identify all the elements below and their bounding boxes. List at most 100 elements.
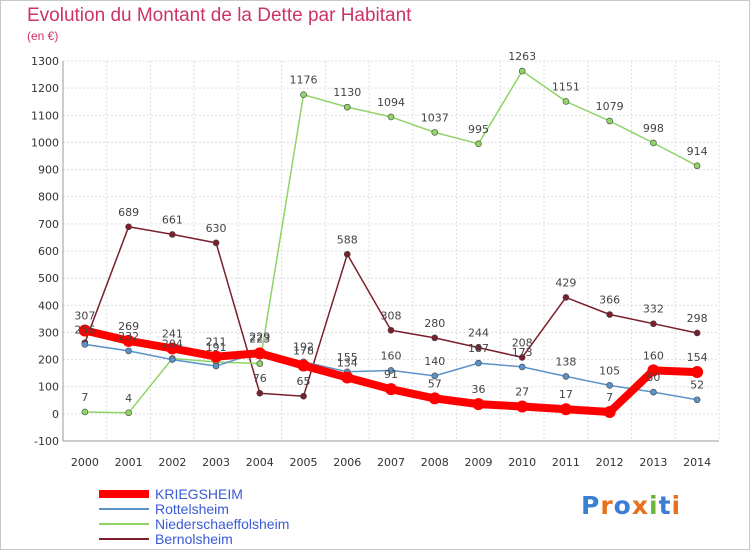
data-label: 192 bbox=[293, 341, 314, 354]
data-point bbox=[169, 356, 176, 363]
data-point bbox=[253, 347, 266, 360]
data-point bbox=[387, 113, 395, 121]
data-label: 17 bbox=[559, 388, 573, 401]
data-label: 366 bbox=[599, 294, 620, 307]
data-point bbox=[122, 334, 135, 347]
data-label: 307 bbox=[74, 310, 95, 323]
legend-swatch-rottelsheim bbox=[99, 508, 149, 510]
data-label: 7 bbox=[81, 391, 88, 404]
data-point bbox=[125, 223, 132, 231]
data-label: 1079 bbox=[596, 100, 624, 113]
x-tick-label: 2003 bbox=[202, 456, 230, 469]
data-point bbox=[518, 354, 526, 361]
data-label: 155 bbox=[337, 351, 358, 364]
data-point bbox=[472, 398, 485, 411]
data-label: 105 bbox=[599, 364, 620, 377]
data-label: 244 bbox=[468, 327, 489, 340]
x-tick-label: 2009 bbox=[464, 456, 492, 469]
data-point bbox=[603, 405, 616, 418]
y-tick-label: 400 bbox=[38, 299, 59, 312]
data-label: 208 bbox=[512, 336, 533, 349]
data-label: 914 bbox=[687, 145, 708, 158]
data-point bbox=[431, 334, 439, 342]
data-label: 241 bbox=[162, 327, 183, 340]
x-tick-label: 2008 bbox=[421, 456, 449, 469]
data-point bbox=[693, 396, 701, 404]
data-label: 57 bbox=[428, 377, 442, 390]
data-point bbox=[562, 294, 570, 301]
legend-label-niederschaeffolsheim: Niederschaeffolsheim bbox=[155, 516, 290, 532]
data-label: 298 bbox=[687, 312, 708, 325]
data-label: 256 bbox=[74, 323, 95, 336]
data-label: 269 bbox=[118, 320, 139, 333]
data-label: 1176 bbox=[290, 74, 318, 87]
data-point bbox=[475, 344, 482, 351]
data-point bbox=[606, 382, 613, 389]
data-label: 65 bbox=[297, 375, 311, 388]
data-label: 138 bbox=[555, 355, 576, 368]
logo-letter: t bbox=[658, 491, 672, 520]
data-label: 1037 bbox=[421, 111, 449, 124]
x-tick-label: 2010 bbox=[508, 456, 536, 469]
data-point bbox=[693, 329, 701, 337]
chart-title: Evolution du Montant de la Dette par Hab… bbox=[27, 5, 412, 26]
x-tick-label: 2004 bbox=[246, 456, 274, 469]
data-label: 229 bbox=[249, 331, 270, 344]
y-tick-label: 0 bbox=[52, 408, 59, 421]
y-tick-label: 1300 bbox=[31, 55, 59, 68]
data-label: 232 bbox=[118, 330, 139, 343]
data-point bbox=[650, 388, 657, 396]
y-tick-label: 700 bbox=[38, 218, 59, 231]
x-tick-label: 2014 bbox=[683, 456, 711, 469]
data-label: 1130 bbox=[333, 86, 361, 99]
data-label: 154 bbox=[687, 351, 708, 364]
logo-letter: i bbox=[649, 491, 659, 520]
y-tick-label: 600 bbox=[38, 245, 59, 258]
x-tick-label: 2011 bbox=[552, 456, 580, 469]
data-label: 995 bbox=[468, 123, 489, 136]
y-tick-label: 500 bbox=[38, 272, 59, 285]
logo-letter: r bbox=[600, 491, 614, 520]
data-point bbox=[212, 362, 220, 370]
data-label: 36 bbox=[471, 383, 485, 396]
x-tick-label: 2006 bbox=[333, 456, 361, 469]
data-point bbox=[387, 367, 395, 374]
data-label: 429 bbox=[555, 276, 576, 289]
series-lines bbox=[78, 67, 704, 418]
data-point bbox=[693, 162, 701, 170]
y-tick-label: 800 bbox=[38, 191, 59, 204]
data-point bbox=[431, 129, 439, 136]
data-point bbox=[562, 373, 570, 380]
data-label: 1263 bbox=[508, 50, 536, 63]
data-label: 178 bbox=[293, 345, 314, 358]
chart-subtitle: (en €) bbox=[27, 29, 59, 43]
y-tick-label: 1000 bbox=[31, 136, 59, 149]
x-tick-label: 2007 bbox=[377, 456, 405, 469]
data-point bbox=[387, 326, 395, 334]
legend-swatch-bernolsheim bbox=[99, 538, 149, 540]
legend-swatch-niederschaeffolsheim bbox=[99, 523, 149, 525]
data-point bbox=[431, 372, 439, 380]
data-label: 27 bbox=[515, 386, 529, 399]
data-point bbox=[169, 231, 176, 238]
data-label: 160 bbox=[643, 349, 664, 362]
data-label: 661 bbox=[162, 213, 183, 226]
data-point bbox=[475, 140, 482, 148]
data-label: 76 bbox=[253, 372, 267, 385]
legend-label-kriegsheim: KRIEGSHEIM bbox=[155, 486, 243, 502]
data-point bbox=[428, 392, 441, 405]
data-point bbox=[606, 311, 613, 318]
legend-label-bernolsheim: Bernolsheim bbox=[155, 531, 233, 547]
data-label: 204 bbox=[162, 337, 183, 350]
x-tick-label: 2013 bbox=[639, 456, 667, 469]
data-point bbox=[212, 239, 220, 247]
x-tick-label: 2012 bbox=[596, 456, 624, 469]
data-point bbox=[81, 408, 89, 416]
data-label: 4 bbox=[125, 392, 132, 405]
data-point bbox=[210, 350, 223, 363]
data-label: 1094 bbox=[377, 96, 405, 109]
data-point bbox=[650, 320, 657, 328]
data-point bbox=[166, 342, 179, 355]
data-label: 308 bbox=[381, 309, 402, 322]
